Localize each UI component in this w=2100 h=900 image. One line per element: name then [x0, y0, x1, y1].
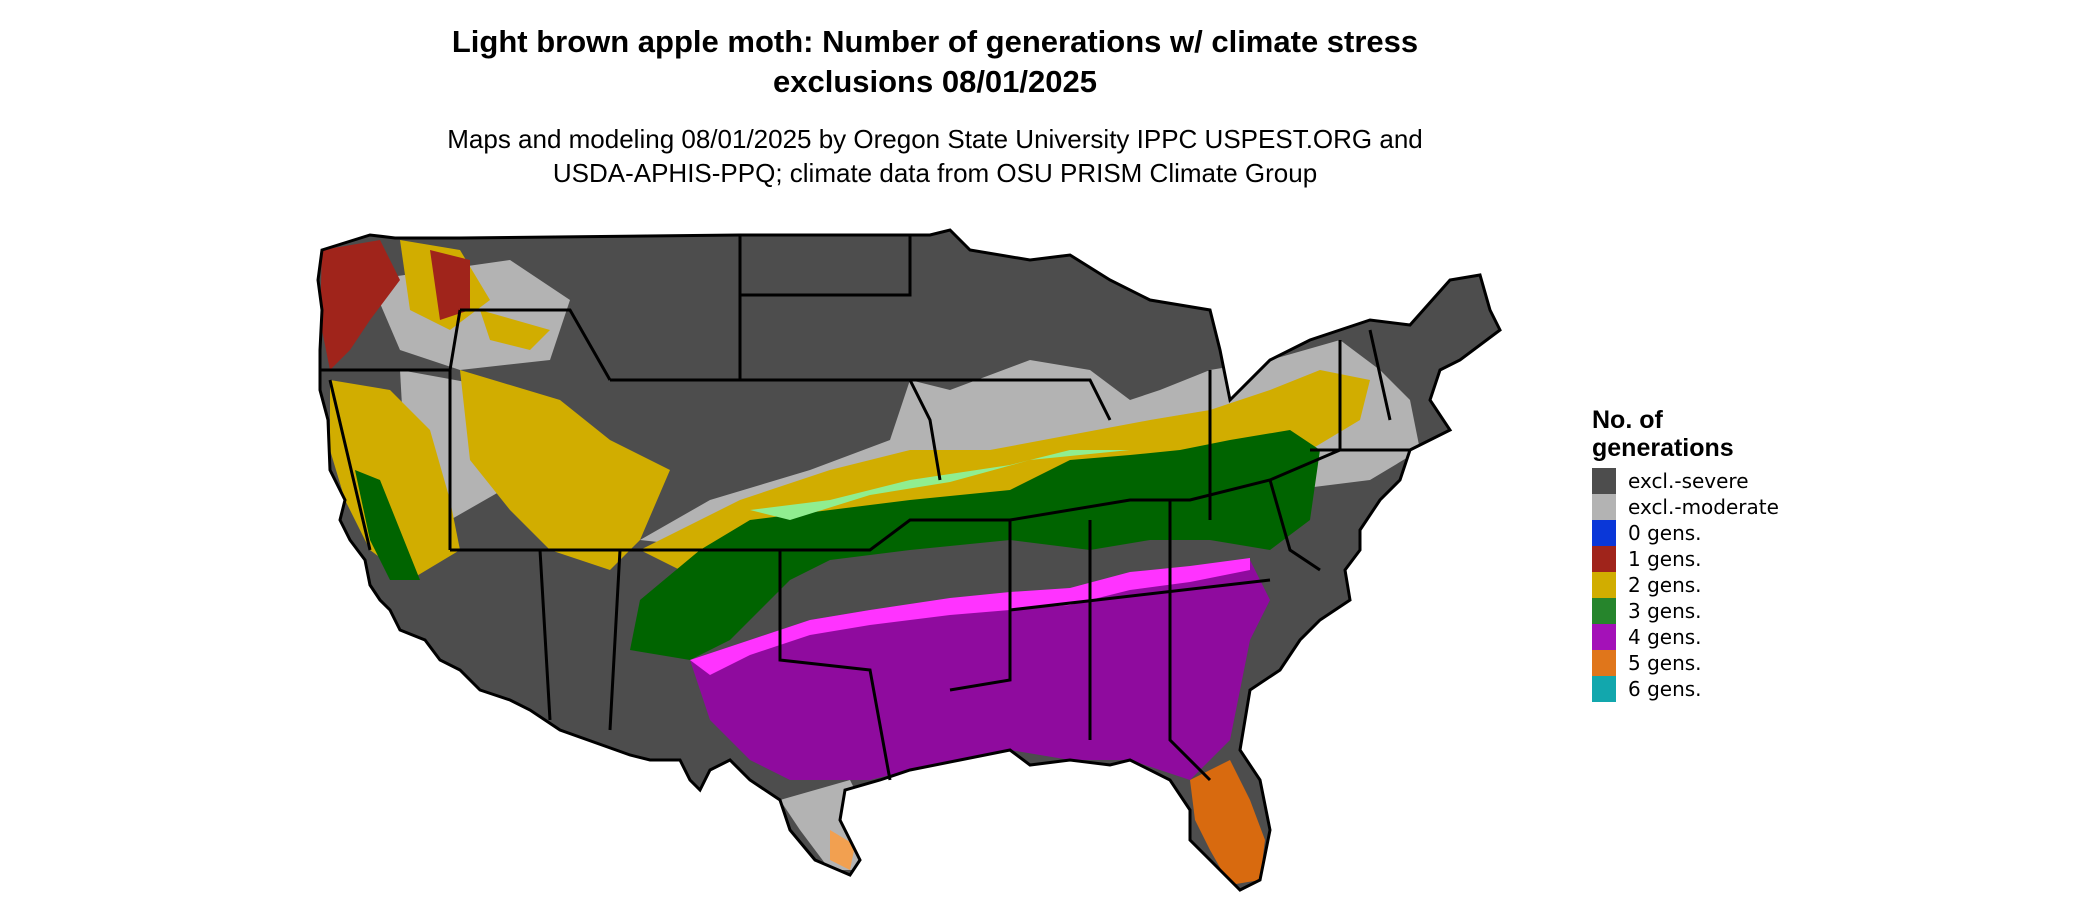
legend-label: excl.-severe — [1628, 469, 1749, 493]
legend-title-line-2: generations — [1592, 434, 1734, 462]
legend-item: 0 gens. — [1592, 520, 1779, 546]
legend-swatch — [1592, 546, 1616, 572]
legend-swatch — [1592, 624, 1616, 650]
legend-item: 6 gens. — [1592, 676, 1779, 702]
legend-swatch — [1592, 468, 1616, 494]
map-title-line-1: Light brown apple moth: Number of genera… — [451, 24, 1419, 59]
legend-label: 0 gens. — [1628, 521, 1702, 545]
legend-title-line-1: No. of — [1592, 406, 1663, 434]
map-subtitle: Maps and modeling 08/01/2025 by Oregon S… — [250, 122, 1620, 190]
legend-swatch — [1592, 520, 1616, 546]
legend-swatch — [1592, 598, 1616, 624]
legend-label: 4 gens. — [1628, 625, 1702, 649]
legend-label: 5 gens. — [1628, 651, 1702, 675]
legend-item: 4 gens. — [1592, 624, 1779, 650]
us-generations-map — [316, 228, 1502, 892]
legend-label: 1 gens. — [1628, 547, 1702, 571]
legend: No. of generations excl.-severe excl.-mod… — [1592, 406, 1779, 702]
legend-item: 2 gens. — [1592, 572, 1779, 598]
legend-swatch — [1592, 572, 1616, 598]
map-title-line-2: exclusions 08/01/2025 — [772, 64, 1097, 99]
legend-item: 3 gens. — [1592, 598, 1779, 624]
legend-items: excl.-severe excl.-moderate 0 gens. 1 gens.… — [1592, 468, 1779, 702]
legend-label: 2 gens. — [1628, 573, 1702, 597]
legend-item: 1 gens. — [1592, 546, 1779, 572]
legend-item: excl.-moderate — [1592, 494, 1779, 520]
map-subtitle-line-1: Maps and modeling 08/01/2025 by Oregon S… — [447, 124, 1423, 154]
legend-swatch — [1592, 650, 1616, 676]
legend-label: excl.-moderate — [1628, 495, 1779, 519]
map-subtitle-line-2: USDA-APHIS-PPQ; climate data from OSU PR… — [552, 158, 1318, 188]
legend-swatch — [1592, 676, 1616, 702]
map-title: Light brown apple moth: Number of genera… — [250, 22, 1620, 102]
legend-title: No. of generations — [1592, 406, 1779, 462]
legend-label: 6 gens. — [1628, 677, 1702, 701]
legend-swatch — [1592, 494, 1616, 520]
legend-item: 5 gens. — [1592, 650, 1779, 676]
legend-item: excl.-severe — [1592, 468, 1779, 494]
legend-label: 3 gens. — [1628, 599, 1702, 623]
